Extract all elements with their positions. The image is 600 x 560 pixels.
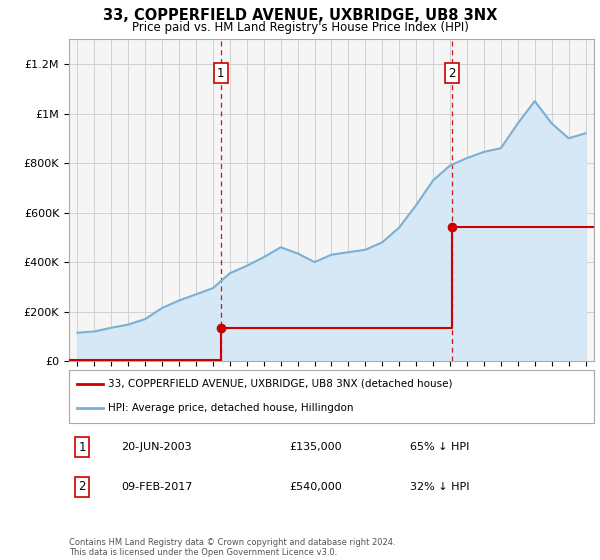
Text: 1: 1 — [79, 441, 86, 454]
Text: 2: 2 — [79, 480, 86, 493]
Text: £540,000: £540,000 — [290, 482, 342, 492]
Text: Price paid vs. HM Land Registry's House Price Index (HPI): Price paid vs. HM Land Registry's House … — [131, 21, 469, 34]
Text: 32% ↓ HPI: 32% ↓ HPI — [410, 482, 470, 492]
Text: 20-JUN-2003: 20-JUN-2003 — [121, 442, 192, 452]
Text: 1: 1 — [217, 67, 224, 80]
Text: 65% ↓ HPI: 65% ↓ HPI — [410, 442, 470, 452]
Text: £135,000: £135,000 — [290, 442, 342, 452]
Text: 33, COPPERFIELD AVENUE, UXBRIDGE, UB8 3NX: 33, COPPERFIELD AVENUE, UXBRIDGE, UB8 3N… — [103, 8, 497, 24]
Text: 33, COPPERFIELD AVENUE, UXBRIDGE, UB8 3NX (detached house): 33, COPPERFIELD AVENUE, UXBRIDGE, UB8 3N… — [109, 379, 453, 389]
Text: Contains HM Land Registry data © Crown copyright and database right 2024.
This d: Contains HM Land Registry data © Crown c… — [69, 538, 395, 557]
Text: 2: 2 — [448, 67, 455, 80]
Text: HPI: Average price, detached house, Hillingdon: HPI: Average price, detached house, Hill… — [109, 403, 354, 413]
Text: 09-FEB-2017: 09-FEB-2017 — [121, 482, 193, 492]
